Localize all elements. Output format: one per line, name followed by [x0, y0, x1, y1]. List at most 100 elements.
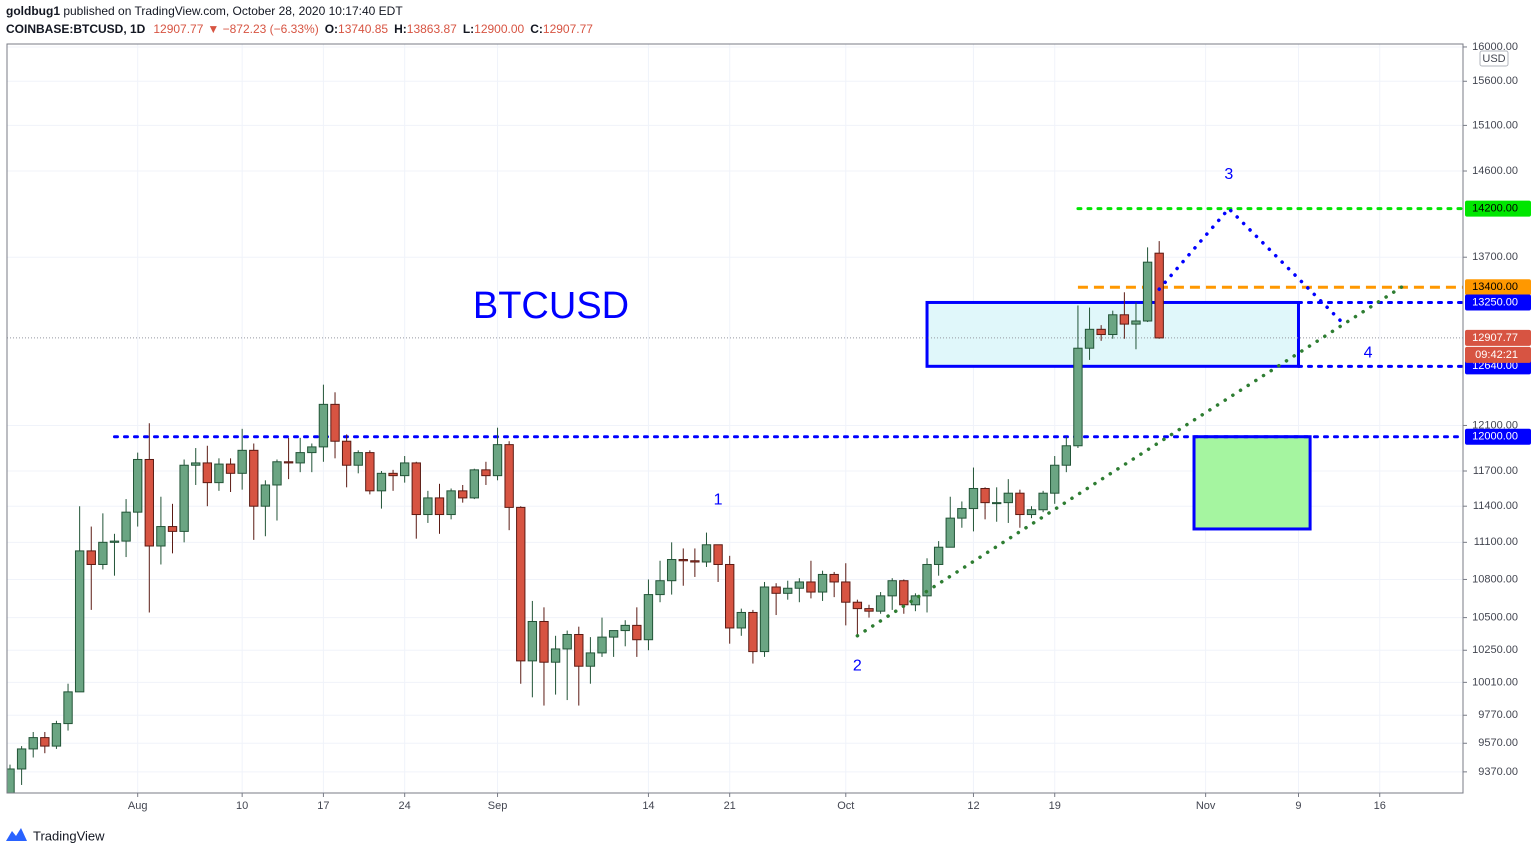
level-label-box — [1465, 294, 1531, 311]
candle-body — [1084, 328, 1095, 349]
ohlc-key: C: — [530, 22, 543, 36]
ohlc-value: 13863.87 — [407, 22, 457, 36]
x-tick-label: 17 — [317, 800, 329, 812]
candle-body — [376, 472, 387, 492]
candle-body — [191, 462, 201, 466]
candle-body — [829, 573, 839, 583]
level-label: 13400.00 — [1472, 281, 1518, 293]
change: ▼ −872.23 (−6.33%) — [207, 22, 318, 36]
level-label-box — [1465, 200, 1531, 217]
candle-body — [1131, 320, 1141, 325]
candle-body — [214, 463, 224, 484]
brand: TradingView — [33, 828, 105, 843]
wave-label: 3 — [1224, 166, 1233, 183]
ohlc-value: 13740.85 — [338, 22, 388, 36]
candle-body — [957, 508, 967, 519]
candle-body — [1108, 314, 1118, 336]
level-label: 14200.00 — [1472, 203, 1518, 215]
candle-body — [51, 723, 62, 747]
level-label: 12640.00 — [1472, 360, 1518, 372]
candle-body — [225, 463, 236, 474]
chart-title: BTCUSD — [473, 285, 629, 327]
candle-body — [388, 472, 398, 477]
candle-body — [550, 648, 561, 663]
ohlc-key: H: — [394, 22, 407, 36]
candle-body — [318, 403, 329, 448]
y-tick-label: 9570.00 — [1478, 737, 1518, 749]
candle-body — [1154, 252, 1164, 339]
candle-body — [260, 484, 271, 507]
candle-body — [167, 526, 178, 532]
logo-icon — [6, 828, 27, 841]
candle-body — [794, 581, 805, 589]
y-tick-label: 15600.00 — [1472, 75, 1518, 87]
candle-body — [109, 540, 120, 543]
level-label: 13250.00 — [1472, 296, 1518, 308]
candle-body — [295, 452, 305, 464]
candle-body — [713, 544, 723, 565]
y-tick-label: 11700.00 — [1473, 465, 1518, 477]
y-tick-label: 10010.00 — [1472, 676, 1518, 688]
y-tick-label: 13700.00 — [1472, 251, 1518, 263]
y-tick-label: 15100.00 — [1472, 119, 1518, 131]
x-tick-label: 24 — [399, 800, 411, 812]
candle-body — [7, 768, 15, 793]
candle-body — [933, 546, 944, 565]
candle-body — [74, 550, 85, 693]
last-price-label-box — [1465, 329, 1531, 346]
candle-body — [1142, 261, 1153, 322]
candle-body — [249, 449, 259, 507]
candle-body — [179, 464, 189, 532]
candle-body — [492, 444, 503, 477]
candle-body — [759, 586, 770, 653]
candle-body — [1061, 445, 1072, 466]
y-tick-label: 9770.00 — [1478, 709, 1518, 721]
last-price: 12907.77 — [153, 22, 203, 36]
candle-body — [875, 595, 886, 612]
candle-body — [458, 490, 468, 499]
candle-body — [1073, 347, 1083, 447]
candle-body — [852, 601, 863, 610]
candle-body — [1038, 492, 1048, 511]
candle-body — [330, 403, 340, 442]
candle-body — [272, 461, 282, 486]
level-label-box — [1465, 428, 1531, 445]
level-label: 12000.00 — [1472, 431, 1518, 443]
x-tick-label: 12 — [967, 800, 979, 812]
candle-body — [841, 581, 851, 603]
candle-body — [701, 544, 712, 563]
trend-path — [1157, 206, 1347, 327]
candle-body — [922, 563, 932, 597]
candle-body — [98, 541, 108, 565]
candle-body — [864, 608, 874, 612]
candle-body — [353, 452, 363, 466]
x-tick-label: Nov — [1196, 800, 1216, 812]
candle-body — [655, 580, 665, 596]
y-tick-label: 9370.00 — [1478, 766, 1518, 778]
candle-body — [608, 630, 619, 638]
candle-body — [666, 559, 677, 582]
y-tick-label: 12100.00 — [1472, 419, 1518, 431]
candle-body — [736, 611, 746, 629]
candle-body — [121, 511, 131, 542]
candle-body — [574, 633, 584, 667]
last-price-label: 12907.77 — [1472, 332, 1518, 344]
candle-body — [992, 502, 1002, 505]
axes: 9370.00 9570.00 9770.00 10010.00 10250.00 105… — [128, 41, 1531, 812]
trend-path — [855, 284, 1405, 638]
candle-body — [783, 587, 793, 594]
candle-body — [399, 462, 410, 477]
brand-logo: TradingView — [6, 828, 105, 843]
candle-body — [945, 517, 955, 548]
candle-body — [632, 624, 642, 641]
author: goldbug1 — [6, 4, 60, 18]
wave-label: 4 — [1364, 345, 1373, 362]
candle-body — [446, 490, 456, 516]
x-tick-label: 19 — [1049, 800, 1061, 812]
candle-body — [806, 581, 816, 593]
y-tick-label: 10500.00 — [1472, 612, 1518, 624]
candle-body — [423, 497, 433, 516]
